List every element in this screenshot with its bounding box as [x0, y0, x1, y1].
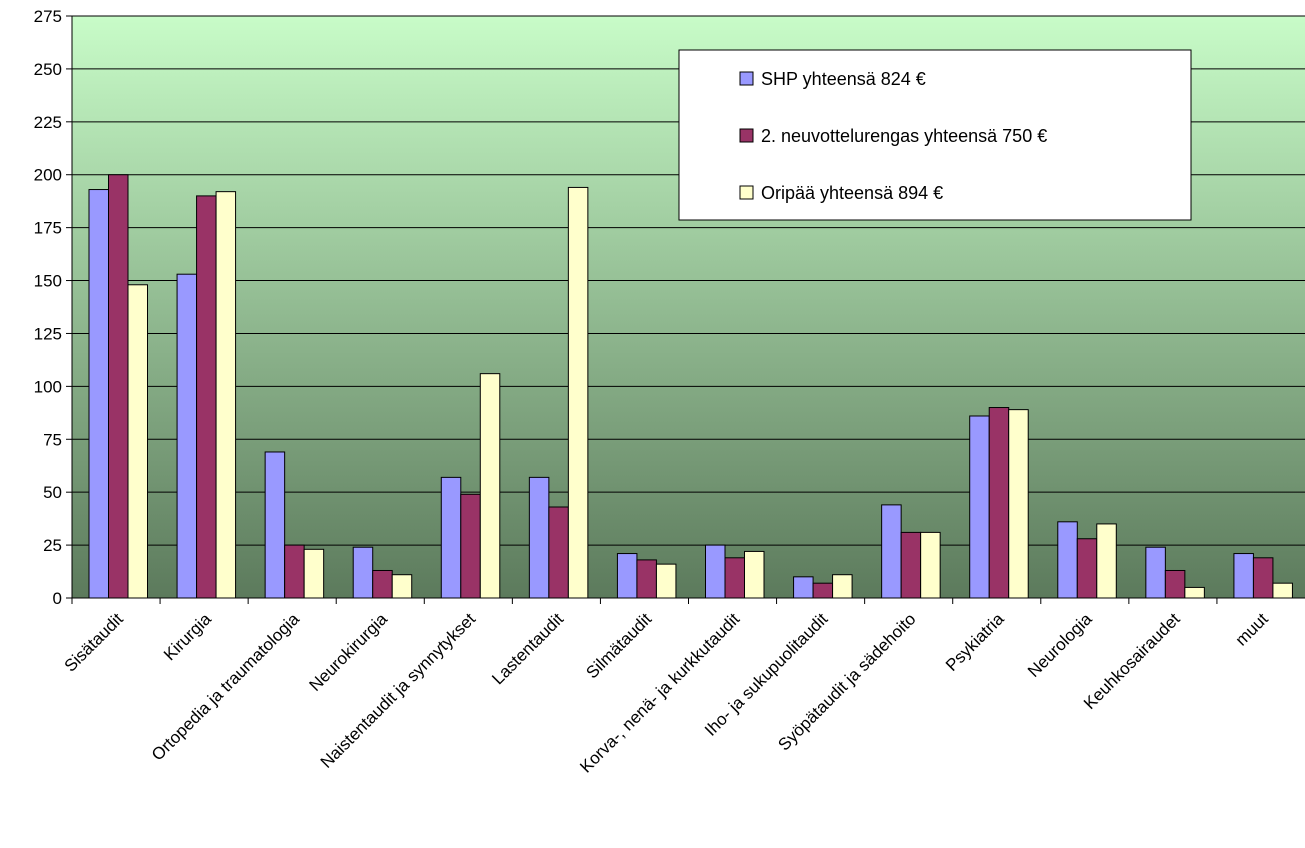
x-category-label: muut — [1232, 609, 1272, 649]
bar-1-10 — [881, 504, 902, 599]
y-tick-label: 250 — [34, 60, 62, 79]
bar-3-8 — [744, 550, 765, 599]
bar-2-9 — [812, 582, 834, 599]
bar-2-12 — [1076, 538, 1098, 599]
bar-1-3 — [264, 451, 286, 599]
y-tick-label: 225 — [34, 113, 62, 132]
y-tick-label: 275 — [34, 7, 62, 26]
y-tick-label: 125 — [34, 324, 62, 343]
bar-2-5 — [460, 493, 481, 599]
x-category-label: Sisätaudit — [61, 609, 127, 675]
y-tick-label: 75 — [43, 430, 62, 449]
legend-swatch-1 — [739, 71, 754, 86]
y-tick-label: 150 — [34, 272, 62, 291]
bar-1-9 — [793, 576, 814, 599]
bar-3-14 — [1272, 582, 1293, 599]
bar-3-3 — [303, 548, 325, 599]
bar-1-1 — [88, 189, 109, 599]
bar-3-1 — [127, 284, 148, 599]
x-category-label: Lastentaudit — [488, 609, 567, 688]
x-category-label: Naistentaudit ja synnytykset — [317, 609, 480, 772]
bar-1-4 — [352, 546, 374, 599]
legend-box — [678, 49, 1192, 221]
legend-swatch-2 — [739, 128, 754, 143]
bar-2-1 — [108, 174, 129, 599]
bar-2-4 — [372, 569, 393, 599]
y-tick-label: 175 — [34, 219, 62, 238]
bar-2-13 — [1164, 569, 1186, 599]
bar-3-10 — [920, 531, 941, 599]
y-tick-label: 100 — [34, 377, 62, 396]
x-category-label: Silmätaudit — [582, 609, 655, 682]
bar-3-7 — [655, 563, 677, 599]
bar-2-11 — [988, 407, 1010, 599]
bar-2-2 — [196, 195, 217, 599]
bar-3-9 — [832, 574, 853, 599]
x-category-label: Ortopedia ja traumatologia — [148, 609, 303, 764]
legend-label-3: Oripää yhteensä 894 € — [761, 183, 943, 203]
bar-3-12 — [1096, 523, 1117, 599]
x-category-label: Korva-, nenä- ja kurkkutaudit — [576, 609, 743, 776]
legend-swatch-3 — [739, 185, 754, 200]
bar-1-2 — [176, 273, 198, 599]
legend: SHP yhteensä 824 € 2. neuvottelurengas yh… — [678, 49, 1192, 221]
bar-2-7 — [636, 559, 657, 599]
y-tick-label: 0 — [53, 589, 62, 608]
bar-2-3 — [284, 544, 305, 599]
bar-2-10 — [900, 531, 922, 599]
x-category-label: Keuhkosairaudet — [1080, 609, 1184, 713]
bar-2-14 — [1252, 557, 1274, 599]
y-tick-label: 25 — [43, 536, 62, 555]
y-tick-label: 200 — [34, 166, 62, 185]
bar-1-8 — [705, 544, 726, 599]
bar-1-11 — [969, 415, 990, 599]
x-category-label: Kirurgia — [160, 609, 215, 664]
x-category-label: Psykiatria — [942, 609, 1008, 675]
bar-3-2 — [215, 191, 237, 599]
bar-3-6 — [567, 186, 589, 599]
bar-1-7 — [616, 553, 638, 599]
bar-2-8 — [724, 557, 745, 599]
bar-3-11 — [1008, 409, 1029, 599]
bar-1-12 — [1057, 521, 1078, 599]
bar-1-6 — [528, 476, 550, 599]
bar-3-13 — [1184, 586, 1205, 599]
bar-3-5 — [479, 373, 501, 599]
bar-3-4 — [391, 574, 413, 599]
bar-1-13 — [1145, 546, 1166, 599]
x-category-label: Neurokirurgia — [305, 609, 391, 695]
legend-label-1: SHP yhteensä 824 € — [761, 69, 926, 89]
bar-1-14 — [1233, 553, 1254, 599]
y-tick-label: 50 — [43, 483, 62, 502]
bar-2-6 — [548, 506, 569, 599]
legend-label-2: 2. neuvottelurengas yhteensä 750 € — [761, 126, 1047, 146]
x-category-label: Neurologia — [1024, 609, 1096, 681]
bar-1-5 — [440, 476, 462, 599]
